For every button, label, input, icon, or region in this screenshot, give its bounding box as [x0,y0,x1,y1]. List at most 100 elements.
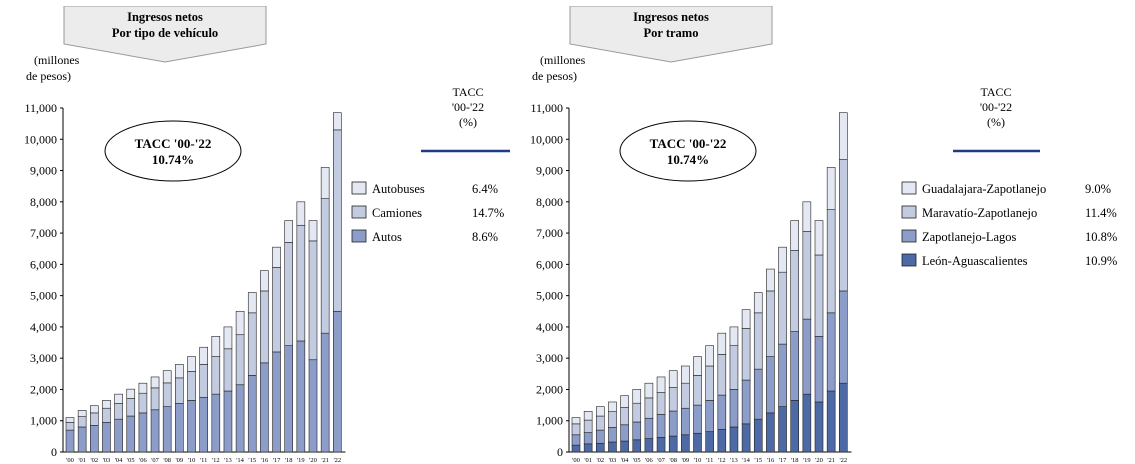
bar-segment [620,407,629,426]
banner-arrow-shape [63,6,267,63]
bar-segment [77,426,87,453]
bar-segment [632,389,642,404]
chart2-subtitle: Por tramo [643,26,699,40]
bar-segment [90,412,99,426]
x-tick-label: '15 [754,457,762,464]
legend-swatch [901,205,917,219]
bar-segment [838,290,848,384]
bar-segment [284,345,294,453]
tacc-ellipse-value: 10.74% [152,152,194,167]
legend-tacc-value: 10.9% [1085,254,1117,268]
bar-segment [766,412,775,453]
legend-tacc-value: 14.7% [472,206,504,220]
bar-segment [790,220,800,251]
y-tick-label: 6,000 [536,257,563,271]
bar-segment [608,441,617,453]
bar-segment [211,356,221,395]
bar-segment [284,220,294,243]
bar-segment [595,415,605,431]
bar-segment [284,242,294,346]
legend-swatch [901,253,917,267]
x-tick-label: '03 [609,457,617,464]
bar-segment [65,417,75,423]
y-tick-label: 11,000 [24,101,57,115]
bar-segment [608,411,617,428]
bar-segment [814,401,824,453]
x-tick-label: '19 [803,457,811,464]
bar-segment [778,343,787,407]
bar-segment [608,426,617,443]
banner-arrow-shape [569,6,773,63]
bar-segment [620,424,629,442]
x-tick-label: '09 [682,457,690,464]
bar-segment [571,434,581,446]
bar-segment [247,375,257,453]
bar-segment [656,414,666,438]
y-tick-label: 2,000 [30,382,57,396]
bar-segment [790,331,800,401]
bar-segment [826,312,836,392]
bar-segment [260,270,269,292]
bar-segment [705,365,714,401]
bar-segment [583,432,593,445]
x-tick-label: '09 [176,457,184,464]
bar-segment [150,376,160,389]
bar-segment [102,400,111,409]
legend-label: Guadalajara-Zapotlanejo [922,182,1046,196]
bar-segment [802,393,812,453]
x-tick-label: '10 [188,457,196,464]
bar-segment [199,346,208,365]
bar-segment [199,396,208,453]
x-tick-label: '03 [103,457,111,464]
bar-segment [235,384,245,453]
bar-segment [320,198,330,334]
x-tick-label: '10 [694,457,702,464]
bar-segment [211,335,221,357]
bar-segment [741,423,751,453]
y-tick-label: 7,000 [536,226,563,240]
chart1-subtitle: Por tipo de vehículo [111,26,219,40]
bar-segment [175,364,184,379]
x-tick-label: '22 [839,457,847,464]
bar-segment [668,410,678,437]
bar-segment [778,246,787,273]
y-tick-label: 11,000 [530,101,563,115]
y-tick-label: 5,000 [30,289,57,303]
chart-1: (millones de pesos) 0 1,000 2,000 3,000 4,000 5… [24,53,510,464]
y-tick-label: 9,000 [30,164,57,178]
bar-segment [235,334,245,386]
bar-segment [729,389,739,428]
x-tick-label: '13 [224,457,232,464]
bar-segment [175,403,184,453]
legend-label: Maravatío-Zapotlanejo [922,206,1037,220]
y-tick-label: 5,000 [536,289,563,303]
bar-segment [741,328,751,381]
x-tick-label: '02 [596,457,604,464]
bar-segment [571,444,581,453]
bar-segment [814,335,824,403]
tacc-header: TACC [452,85,483,99]
x-tick-label: '20 [309,457,317,464]
x-tick-label: '22 [333,457,341,464]
bar-segment [308,359,318,453]
legend-swatch [351,181,367,195]
x-tick-label: '11 [706,457,713,464]
tacc-header: '00-'22 [980,100,1012,114]
bar-segment [632,402,642,423]
bar-segment [138,382,148,394]
bar-segment [332,129,342,312]
bar-segment [838,112,848,160]
bar-segment [644,417,654,439]
x-tick-label: '04 [115,457,123,464]
bar-segment [717,332,727,355]
legend-label: León-Aguascalientes [922,254,1028,268]
bar-segment [681,365,690,384]
bar-segment [814,254,824,337]
bar-segment [741,379,751,425]
tacc-ellipse [104,120,242,182]
x-tick-label: '15 [248,457,256,464]
bar-segment [162,382,172,407]
bar-segment [150,409,160,453]
bar-segment [838,159,848,292]
bar-segment [308,240,318,361]
